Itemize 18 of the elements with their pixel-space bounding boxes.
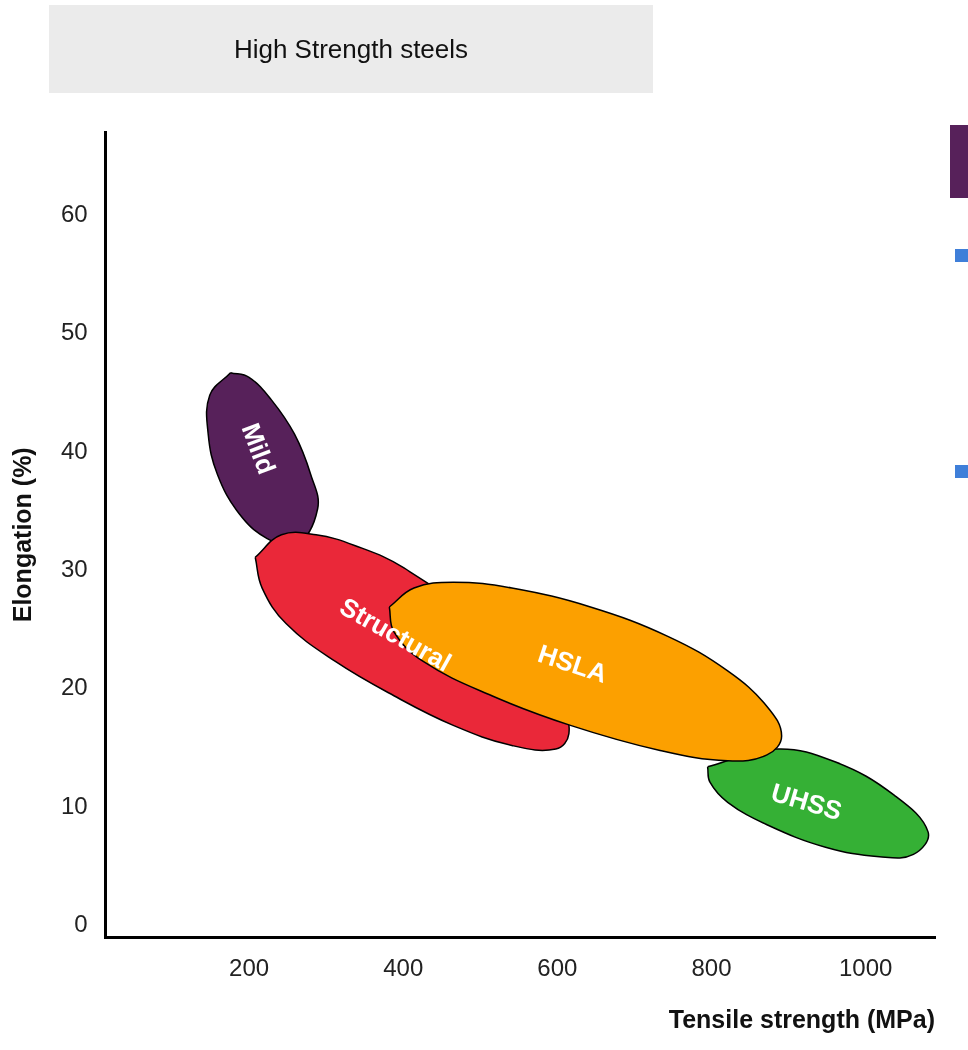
y-tick-label: 0 xyxy=(74,909,88,937)
x-tick-label: 800 xyxy=(691,954,732,982)
x-axis-title: Tensile strength (MPa) xyxy=(668,1004,935,1033)
x-tick-label: 600 xyxy=(537,954,578,982)
series-label: UHSS xyxy=(767,776,846,827)
x-tick-label: 200 xyxy=(229,954,270,982)
x-tick-label: 1000 xyxy=(838,954,893,982)
y-axis-title: Elongation (%) xyxy=(7,447,36,623)
x-tick-label: 400 xyxy=(383,954,424,982)
y-tick-label: 30 xyxy=(60,554,88,582)
y-tick-label: 20 xyxy=(60,673,88,701)
series-label: HSLA xyxy=(534,638,612,689)
series-label: Mild xyxy=(235,419,282,479)
y-tick-label: 10 xyxy=(60,791,88,819)
y-tick-label: 60 xyxy=(60,199,88,227)
chart-title: High Strength steels xyxy=(49,5,653,93)
y-tick-label: 40 xyxy=(60,436,88,464)
y-tick-label: 50 xyxy=(60,318,88,346)
